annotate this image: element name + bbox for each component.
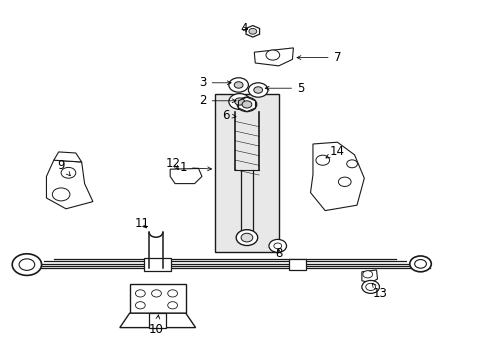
Circle shape — [167, 290, 177, 297]
Bar — [288, 259, 305, 270]
Circle shape — [237, 97, 256, 112]
Text: 10: 10 — [149, 315, 163, 336]
Text: 2: 2 — [199, 94, 236, 107]
Text: 1: 1 — [179, 161, 211, 174]
Circle shape — [19, 259, 35, 270]
Circle shape — [409, 256, 430, 272]
Circle shape — [248, 83, 267, 97]
Circle shape — [61, 167, 76, 178]
Circle shape — [414, 260, 426, 268]
Text: 9: 9 — [57, 159, 70, 176]
Circle shape — [228, 78, 248, 92]
Polygon shape — [170, 168, 202, 184]
Polygon shape — [46, 160, 93, 209]
Text: 8: 8 — [274, 247, 282, 260]
Circle shape — [151, 290, 161, 297]
Bar — [149, 313, 166, 328]
Polygon shape — [361, 270, 377, 283]
Text: 6: 6 — [222, 109, 236, 122]
Circle shape — [242, 101, 251, 108]
Circle shape — [135, 302, 145, 309]
Circle shape — [361, 280, 379, 293]
Circle shape — [265, 50, 279, 60]
Circle shape — [12, 254, 41, 275]
Bar — [144, 258, 171, 271]
Circle shape — [273, 243, 281, 249]
Circle shape — [315, 155, 329, 165]
Circle shape — [135, 290, 145, 297]
Circle shape — [241, 233, 252, 242]
Bar — [215, 94, 278, 252]
Text: 4: 4 — [240, 22, 248, 35]
Circle shape — [52, 188, 70, 201]
Text: 3: 3 — [199, 76, 231, 89]
Text: 14: 14 — [325, 145, 344, 158]
Polygon shape — [54, 152, 81, 162]
Circle shape — [234, 82, 243, 88]
Circle shape — [346, 160, 357, 168]
Text: 11: 11 — [134, 217, 149, 230]
Circle shape — [248, 28, 256, 34]
Circle shape — [365, 283, 375, 291]
Circle shape — [236, 230, 257, 246]
Circle shape — [167, 302, 177, 309]
Text: 12: 12 — [166, 157, 181, 170]
Text: 5: 5 — [264, 82, 304, 95]
Polygon shape — [310, 142, 364, 211]
Circle shape — [338, 177, 350, 186]
Circle shape — [268, 239, 286, 252]
Bar — [129, 284, 185, 313]
Circle shape — [228, 94, 250, 109]
Polygon shape — [120, 313, 195, 328]
Text: 7: 7 — [296, 51, 341, 64]
Circle shape — [234, 98, 244, 105]
Circle shape — [253, 87, 262, 93]
Text: 13: 13 — [371, 283, 387, 300]
Circle shape — [362, 271, 372, 278]
Polygon shape — [245, 26, 259, 37]
Polygon shape — [254, 48, 293, 66]
